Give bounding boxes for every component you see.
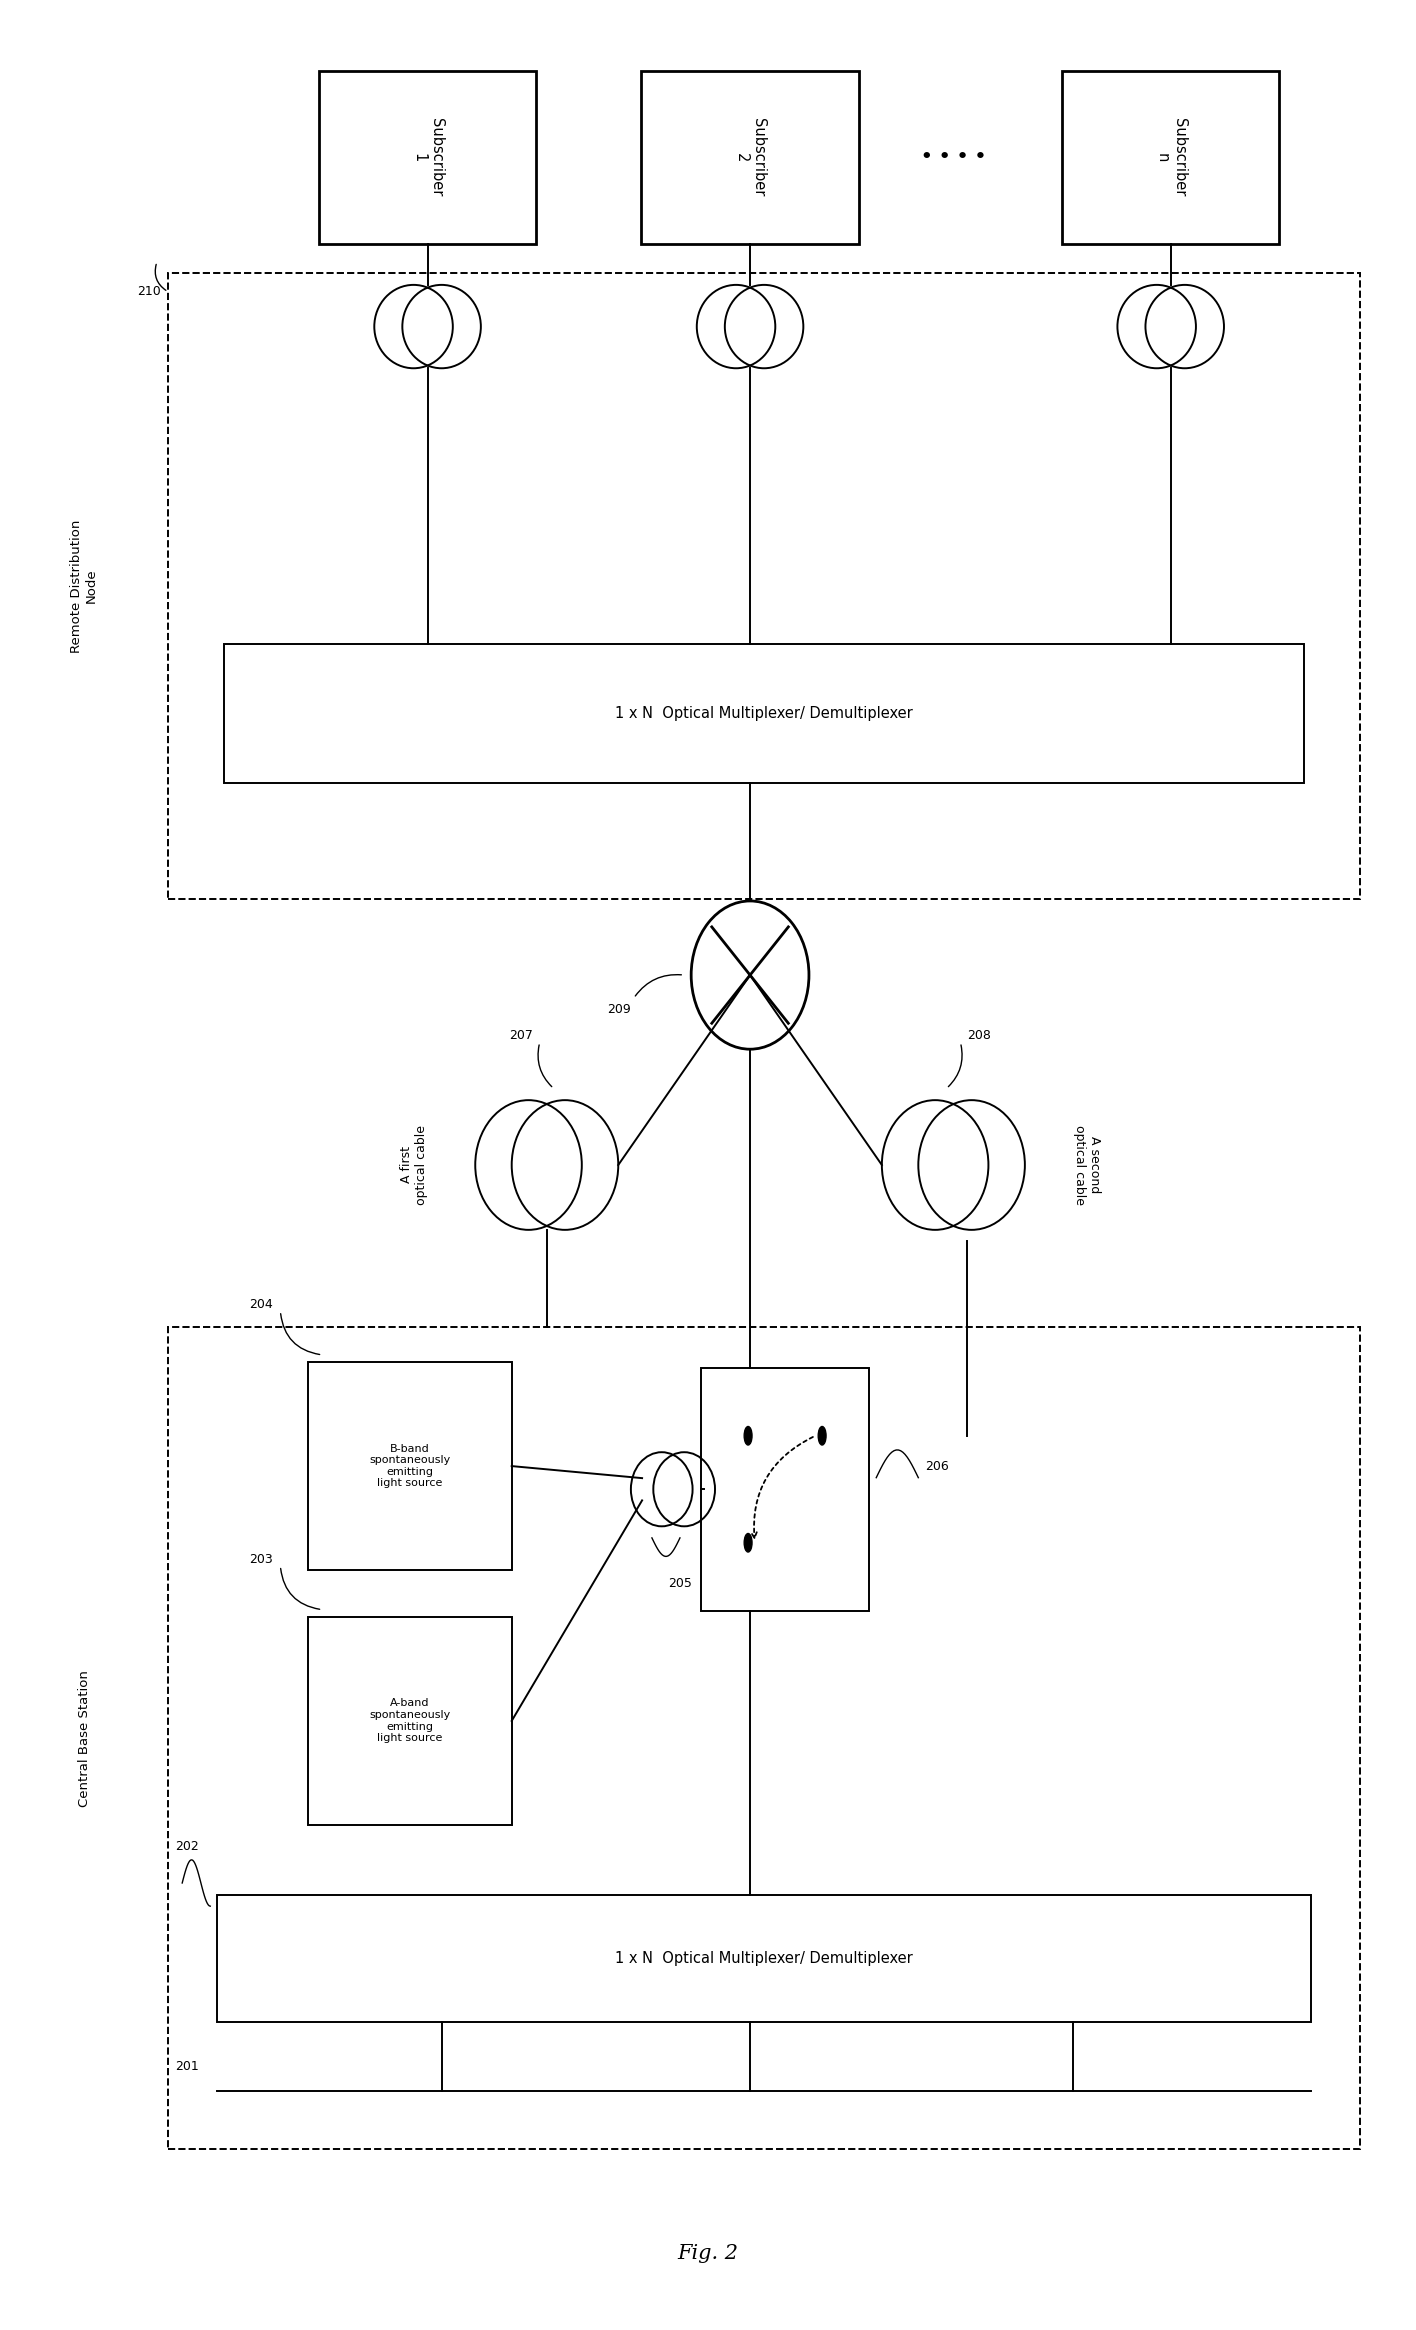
Text: 208: 208	[967, 1030, 991, 1042]
Text: Central Base Station: Central Base Station	[78, 1671, 91, 1806]
Text: A second
optical cable: A second optical cable	[1072, 1125, 1100, 1205]
Text: A first
optical cable: A first optical cable	[399, 1125, 428, 1205]
Bar	[319, 70, 537, 245]
Bar	[701, 1368, 869, 1610]
Text: B-band
spontaneously
emitting
light source: B-band spontaneously emitting light sour…	[370, 1445, 450, 1489]
Ellipse shape	[818, 1426, 826, 1445]
Text: Fig. 2: Fig. 2	[677, 2244, 739, 2262]
Bar	[217, 1894, 1311, 2022]
Bar	[641, 70, 858, 245]
Ellipse shape	[745, 1533, 752, 1552]
Text: 206: 206	[925, 1459, 949, 1473]
Text: 209: 209	[607, 1004, 632, 1016]
Text: 210: 210	[137, 284, 161, 298]
Text: 203: 203	[249, 1552, 273, 1566]
Bar	[169, 273, 1359, 899]
Bar	[1062, 70, 1280, 245]
Text: 1 x N  Optical Multiplexer/ Demultiplexer: 1 x N Optical Multiplexer/ Demultiplexer	[615, 1950, 913, 1967]
Text: 204: 204	[249, 1298, 273, 1312]
Text: • • • •: • • • •	[920, 149, 986, 165]
Bar	[224, 643, 1304, 783]
Text: 201: 201	[176, 2060, 198, 2074]
Text: 205: 205	[668, 1577, 692, 1591]
Text: Remote Distribution
Node: Remote Distribution Node	[69, 520, 98, 652]
Bar	[309, 1617, 511, 1824]
Text: 207: 207	[508, 1030, 532, 1042]
Text: 1 x N  Optical Multiplexer/ Demultiplexer: 1 x N Optical Multiplexer/ Demultiplexer	[615, 706, 913, 720]
Bar	[309, 1361, 511, 1570]
Text: Subscriber
1: Subscriber 1	[412, 119, 443, 196]
Text: Subscriber
2: Subscriber 2	[733, 119, 766, 196]
Text: Subscriber
n: Subscriber n	[1154, 119, 1187, 196]
Bar	[169, 1328, 1359, 2148]
Text: 202: 202	[176, 1841, 198, 1852]
Text: A-band
spontaneously
emitting
light source: A-band spontaneously emitting light sour…	[370, 1699, 450, 1743]
Ellipse shape	[745, 1426, 752, 1445]
